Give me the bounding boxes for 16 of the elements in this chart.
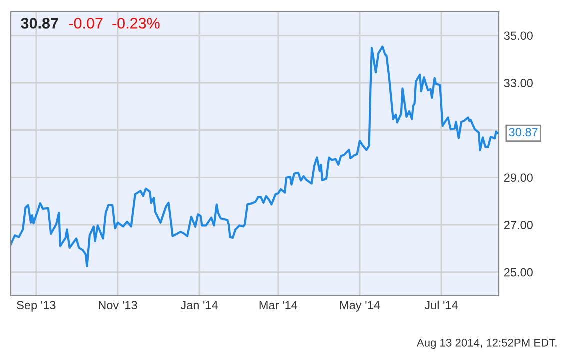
annotation: 30.87 (509, 128, 538, 137)
chart-subtitle: -0.07 -0.23% (69, 18, 160, 29)
y-tick-label: 33.00 (504, 79, 533, 88)
y-tick-label: 27.00 (504, 221, 533, 230)
x-tick-label: Jan '14 (180, 301, 218, 310)
text: Aug 13 2014, 12:52PM EDT. (416, 338, 557, 350)
x-tick-label: Sep '13 (17, 301, 56, 312)
chart-title: 30.87 (21, 18, 58, 29)
x-tick-label: May '14 (340, 301, 380, 312)
x-tick-label: Mar '14 (260, 301, 298, 310)
x-tick-label: Nov '13 (99, 301, 138, 310)
y-tick-label: 29.00 (504, 174, 533, 182)
y-tick-label: 35.00 (504, 32, 533, 40)
line-series (11, 46, 499, 268)
x-tick-label: Jul '14 (424, 300, 458, 310)
y-tick-label: 25.00 (504, 268, 533, 277)
